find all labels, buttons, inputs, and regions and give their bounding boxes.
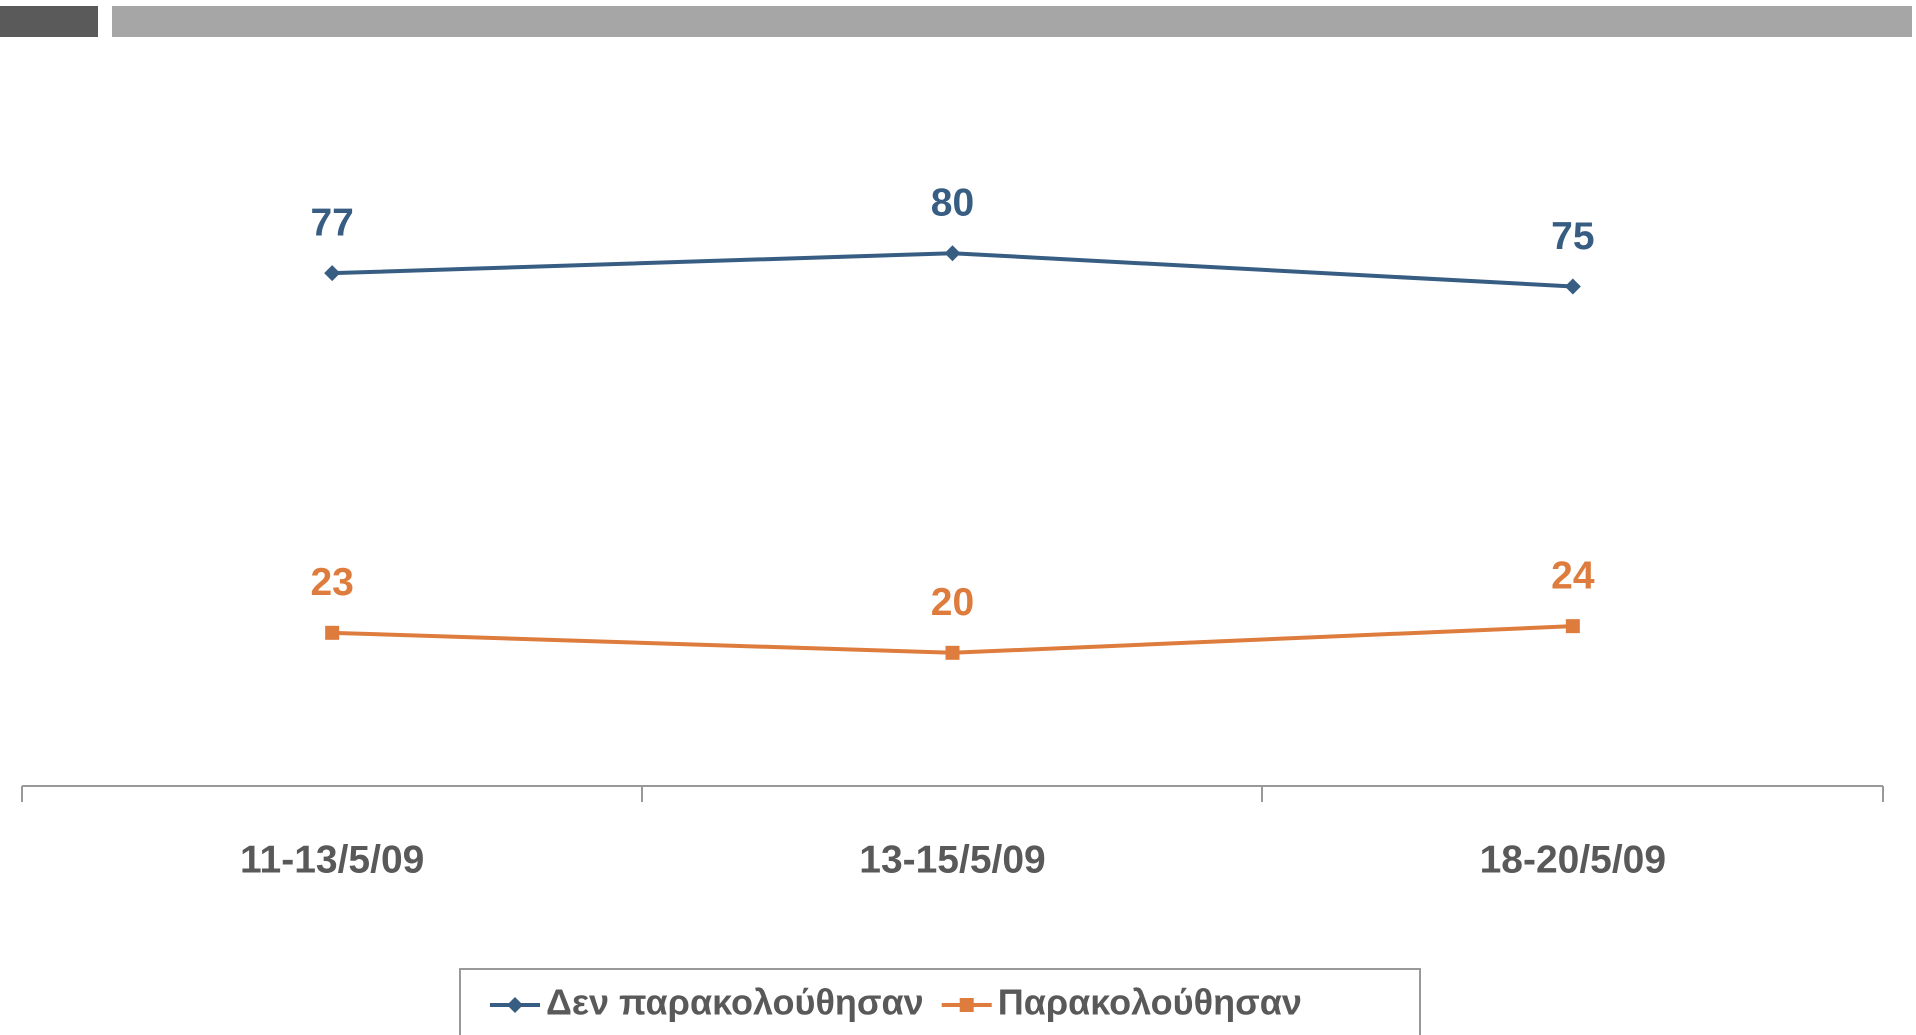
data-label: 75	[1551, 215, 1594, 258]
data-label: 77	[310, 201, 353, 244]
legend-box	[459, 968, 1421, 1035]
data-label: 24	[1551, 554, 1595, 597]
x-axis-ticks	[21, 786, 1884, 802]
legend-marker	[507, 997, 523, 1013]
marker-diamond	[324, 265, 341, 282]
data-label: 80	[931, 181, 974, 224]
legend-label: Δεν παρακολούθησαν	[546, 982, 924, 1023]
header-bar-dark	[0, 6, 98, 37]
marker-diamond	[1564, 278, 1581, 295]
header-bar-light	[112, 6, 1912, 37]
data-label: 23	[310, 561, 353, 604]
marker-square	[325, 625, 340, 640]
legend-label: Παρακολούθησαν	[998, 982, 1302, 1023]
data-label: 20	[931, 581, 974, 624]
x-tick-label: 18-20/5/09	[1480, 838, 1667, 881]
marker-diamond	[944, 245, 961, 262]
x-tick-label: 11-13/5/09	[240, 838, 424, 881]
marker-square	[1565, 619, 1580, 634]
legend-marker	[959, 998, 974, 1012]
x-tick-label: 13-15/5/09	[859, 838, 1046, 881]
marker-square	[945, 645, 960, 660]
